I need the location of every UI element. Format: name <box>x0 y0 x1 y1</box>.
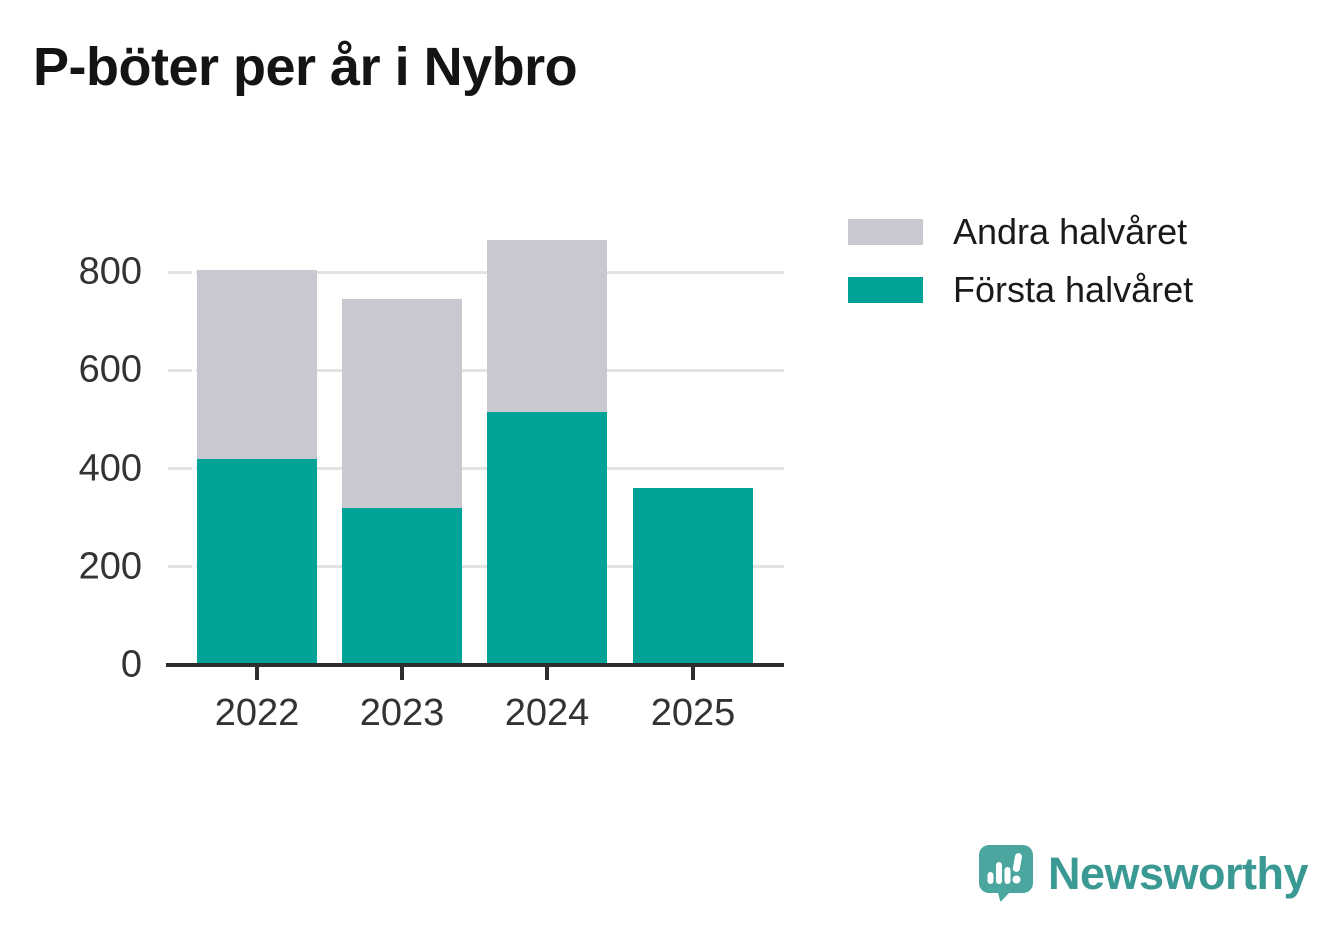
legend-label-andra-halvaret: Andra halvåret <box>953 211 1188 252</box>
newsworthy-logo-icon <box>979 845 1033 902</box>
bar-2024-f-rsta-halv-ret <box>487 412 607 665</box>
bar-2023-andra-halv-ret <box>342 299 462 508</box>
brand-name: Newsworthy <box>1048 848 1309 899</box>
x-axis-label-2023: 2023 <box>359 692 445 734</box>
y-axis-label-400: 400 <box>78 447 142 489</box>
x-tick-2023 <box>400 667 404 680</box>
branding: Newsworthy <box>979 845 1309 903</box>
bar-2023-f-rsta-halv-ret <box>342 507 462 665</box>
chart-legend: Andra halvåret Första halvåret <box>848 211 1194 310</box>
y-axis-label-600: 600 <box>78 348 142 391</box>
y-tick-600 <box>168 368 192 372</box>
x-axis-label-2024: 2024 <box>504 692 590 734</box>
bar-2024-andra-halv-ret <box>487 240 607 412</box>
legend-item-forsta-halvaret: Första halvåret <box>848 269 1194 310</box>
legend-swatch-forsta-halvaret <box>848 277 923 303</box>
y-axis-label-200: 200 <box>78 545 142 588</box>
x-tick-2025 <box>691 667 695 680</box>
bar-2025-f-rsta-halv-ret <box>633 488 753 665</box>
x-tick-2022 <box>255 667 259 680</box>
x-axis-label-2025: 2025 <box>650 692 736 734</box>
y-tick-400 <box>168 467 192 470</box>
bar-2022-f-rsta-halv-ret <box>197 458 317 665</box>
legend-swatch-andra-halvaret <box>848 219 923 245</box>
chart-title: P-böter per år i Nybro <box>33 37 578 97</box>
y-axis-label-800: 800 <box>78 250 142 293</box>
legend-label-forsta-halvaret: Första halvåret <box>953 269 1194 310</box>
y-axis-label-0: 0 <box>120 643 142 686</box>
y-tick-200 <box>168 565 192 569</box>
x-axis-label-2022: 2022 <box>214 692 300 734</box>
x-axis-line <box>166 663 784 667</box>
bar-2022-andra-halv-ret <box>197 269 317 459</box>
y-tick-800 <box>168 270 192 274</box>
x-tick-2024 <box>545 667 549 680</box>
legend-item-andra-halvaret: Andra halvåret <box>848 211 1193 252</box>
